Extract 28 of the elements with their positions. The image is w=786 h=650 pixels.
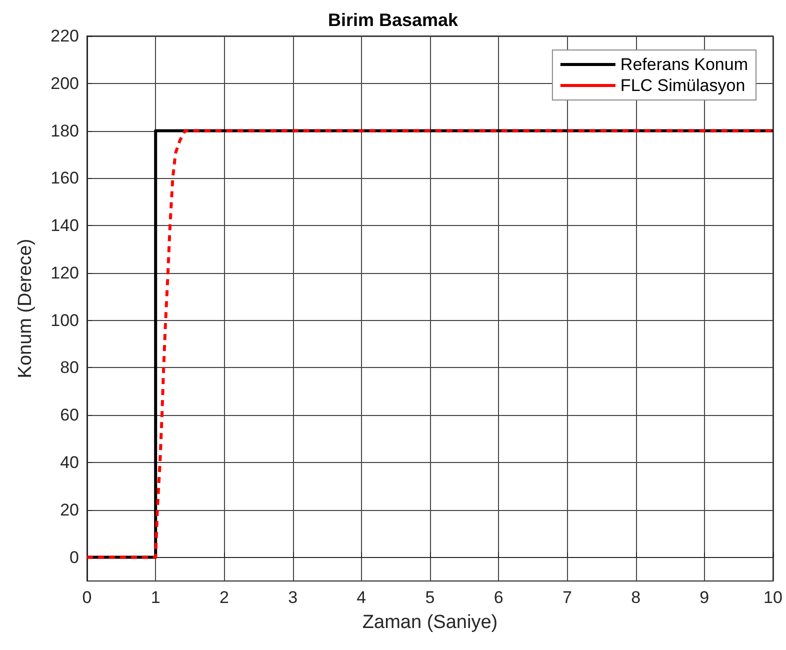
y-tick-label: 180 — [50, 121, 79, 140]
x-tick-label: 5 — [425, 588, 435, 607]
y-tick-label: 0 — [70, 548, 79, 567]
x-tick-label: 2 — [219, 588, 229, 607]
y-tick-label: 40 — [60, 453, 79, 472]
x-tick-label: 3 — [288, 588, 298, 607]
y-axis-title: Konum (Derece) — [15, 238, 36, 378]
x-tick-label: 4 — [356, 588, 366, 607]
y-tick-label: 80 — [60, 358, 79, 378]
x-tick-label: 6 — [494, 588, 504, 607]
x-tick-label: 1 — [150, 588, 160, 607]
legend-label: FLC Simülasyon — [620, 76, 746, 95]
y-tick-label: 160 — [50, 168, 79, 188]
x-tick-label: 0 — [82, 588, 92, 607]
y-tick-label: 20 — [60, 500, 79, 520]
chart-title: Birim Basamak — [328, 10, 460, 30]
x-tick-label: 9 — [700, 588, 710, 607]
x-axis-title: Zaman (Saniye) — [362, 612, 498, 633]
y-tick-label: 120 — [50, 263, 79, 282]
x-tick-label: 7 — [562, 588, 572, 607]
y-tick-label: 140 — [50, 216, 79, 236]
y-tick-label: 60 — [60, 406, 79, 425]
y-tick-label: 200 — [50, 74, 79, 93]
x-tick-label: 10 — [764, 588, 782, 607]
legend-label: Referans Konum — [620, 55, 748, 74]
y-tick-label: 100 — [50, 310, 79, 330]
y-tick-label: 220 — [50, 26, 79, 46]
x-tick-label: 8 — [631, 588, 641, 607]
